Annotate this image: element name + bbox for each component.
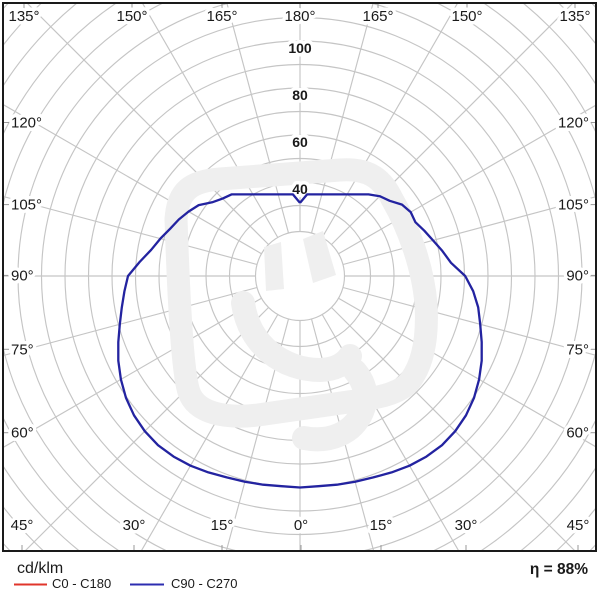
svg-text:165°: 165° bbox=[362, 8, 393, 25]
svg-text:15°: 15° bbox=[211, 517, 234, 534]
svg-text:105°: 105° bbox=[11, 197, 42, 214]
svg-text:150°: 150° bbox=[116, 8, 147, 25]
svg-text:90°: 90° bbox=[11, 267, 34, 284]
svg-text:105°: 105° bbox=[558, 197, 589, 214]
svg-text:100: 100 bbox=[288, 40, 312, 56]
svg-text:60: 60 bbox=[292, 134, 308, 150]
svg-text:165°: 165° bbox=[206, 8, 237, 25]
svg-text:45°: 45° bbox=[11, 517, 34, 534]
svg-text:30°: 30° bbox=[455, 517, 478, 534]
svg-text:C90 - C270: C90 - C270 bbox=[171, 576, 237, 591]
svg-text:60°: 60° bbox=[566, 425, 589, 442]
svg-text:75°: 75° bbox=[11, 341, 34, 358]
svg-text:0°: 0° bbox=[294, 517, 308, 534]
svg-text:120°: 120° bbox=[11, 115, 42, 132]
svg-text:45°: 45° bbox=[567, 517, 590, 534]
svg-text:150°: 150° bbox=[451, 8, 482, 25]
svg-text:75°: 75° bbox=[566, 341, 589, 358]
svg-text:135°: 135° bbox=[8, 8, 39, 25]
svg-text:90°: 90° bbox=[566, 267, 589, 284]
svg-text:60°: 60° bbox=[11, 425, 34, 442]
svg-text:180°: 180° bbox=[284, 8, 315, 25]
svg-text:80: 80 bbox=[292, 87, 308, 103]
svg-text:η = 88%: η = 88% bbox=[530, 561, 588, 578]
svg-text:15°: 15° bbox=[370, 517, 393, 534]
svg-text:30°: 30° bbox=[123, 517, 146, 534]
svg-text:135°: 135° bbox=[559, 8, 590, 25]
svg-text:C0 - C180: C0 - C180 bbox=[52, 576, 111, 591]
svg-text:cd/klm: cd/klm bbox=[17, 560, 63, 577]
svg-text:120°: 120° bbox=[558, 115, 589, 132]
